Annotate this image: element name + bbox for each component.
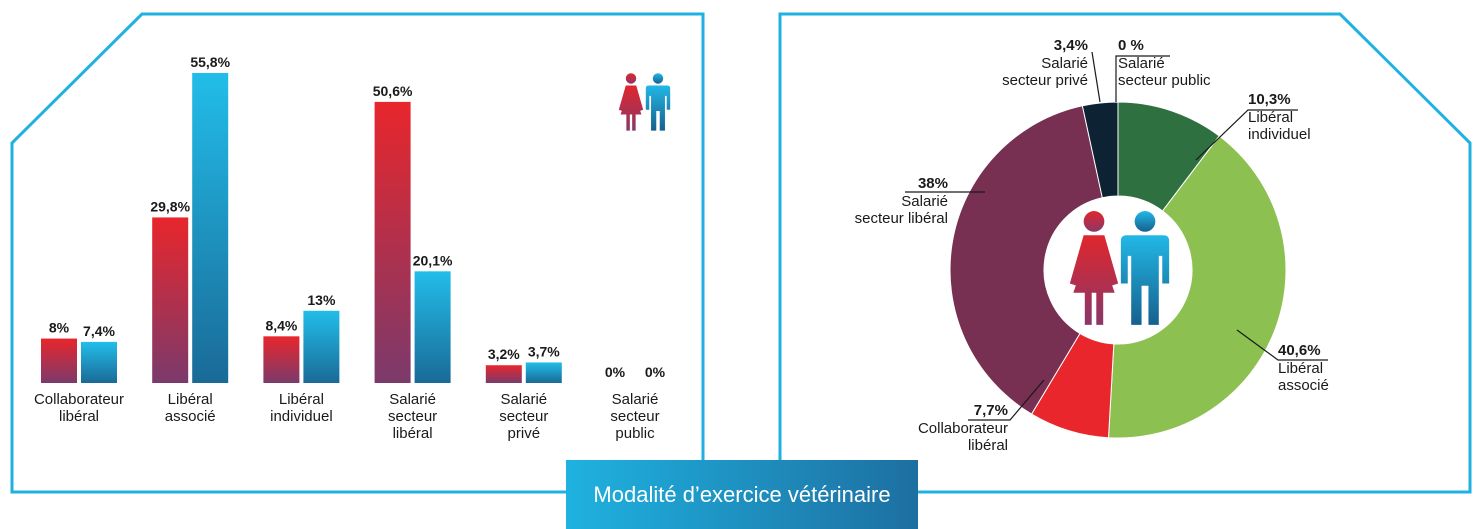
bar-women bbox=[485, 365, 522, 383]
man-icon bbox=[1120, 211, 1170, 325]
bar-category-label: Libéral associé bbox=[165, 391, 216, 425]
bar-women bbox=[374, 101, 411, 383]
bar-category-label: Salarié secteur public bbox=[610, 391, 659, 442]
donut-center-legend bbox=[1069, 211, 1170, 325]
chart-caption: Modalité d’exercice vétérinaire bbox=[566, 460, 918, 529]
bar-men bbox=[525, 362, 562, 383]
bar-men bbox=[303, 310, 340, 383]
bar-value-label: 55,8% bbox=[190, 54, 230, 70]
bar-value-label: 29,8% bbox=[150, 198, 190, 214]
donut-value-label: 38% bbox=[918, 175, 948, 192]
donut-chart: 10,3%Libéral individuel 40,6%Libéral associ… bbox=[855, 37, 1329, 454]
donut-slice bbox=[1107, 135, 1287, 439]
donut-leader-line bbox=[968, 379, 1045, 421]
donut-slice-label: Libéral associé bbox=[1278, 360, 1329, 394]
bar-value-label: 20,1% bbox=[413, 252, 453, 268]
donut-value-label: 10,3% bbox=[1248, 91, 1291, 108]
bar-category-label: Salarié secteur privé bbox=[499, 391, 548, 442]
bar-men bbox=[192, 73, 229, 383]
donut-leader-line bbox=[1236, 329, 1328, 361]
donut-leader-line bbox=[1195, 109, 1298, 161]
woman-icon bbox=[618, 73, 644, 131]
bar-category-label: Collaborateur libéral bbox=[34, 391, 124, 425]
donut-slice-label: Salarié secteur public bbox=[1118, 55, 1211, 89]
donut-slice-label: Salarié secteur privé bbox=[1002, 55, 1088, 89]
bar-women bbox=[41, 338, 77, 383]
bar-chart: 8% 7,4% Collaborateur libéral 29,8% 55,8% Libé… bbox=[34, 54, 666, 442]
donut-value-label: 40,6% bbox=[1278, 342, 1321, 359]
donut-value-label: 0 % bbox=[1118, 37, 1144, 54]
bar-men bbox=[81, 341, 117, 383]
man-icon bbox=[645, 73, 671, 131]
bar-men bbox=[414, 271, 451, 383]
donut-leader-line bbox=[1091, 51, 1101, 103]
bar-value-label: 3,7% bbox=[528, 343, 560, 359]
donut-slice bbox=[949, 105, 1103, 415]
donut-value-label: 7,7% bbox=[974, 402, 1008, 419]
donut-slice-label: Collaborateur libéral bbox=[918, 420, 1008, 454]
bar-value-label: 7,4% bbox=[83, 323, 115, 339]
bar-category-label: Libéral individuel bbox=[270, 391, 333, 425]
woman-icon bbox=[1069, 211, 1119, 325]
donut-value-label: 3,4% bbox=[1054, 37, 1088, 54]
bar-women bbox=[152, 217, 189, 383]
bar-category-label: Salarié secteur libéral bbox=[388, 391, 437, 442]
bar-value-label: 50,6% bbox=[373, 83, 413, 99]
bar-value-label: 13% bbox=[307, 292, 336, 308]
bar-value-label: 8,4% bbox=[265, 317, 297, 333]
donut-slice-label: Salarié secteur libéral bbox=[855, 193, 948, 227]
bar-value-label: 0% bbox=[645, 364, 666, 380]
bar-value-label: 0% bbox=[605, 364, 626, 380]
right-panel-frame bbox=[778, 12, 1472, 494]
donut-slice bbox=[1081, 101, 1119, 199]
bar-value-label: 3,2% bbox=[488, 346, 520, 362]
bar-chart-legend bbox=[618, 73, 671, 131]
donut-leader-line bbox=[1115, 55, 1170, 102]
left-panel-frame bbox=[10, 12, 705, 494]
bar-women bbox=[263, 336, 300, 383]
bar-value-label: 8% bbox=[49, 320, 70, 336]
donut-slice-label: Libéral individuel bbox=[1248, 109, 1311, 143]
